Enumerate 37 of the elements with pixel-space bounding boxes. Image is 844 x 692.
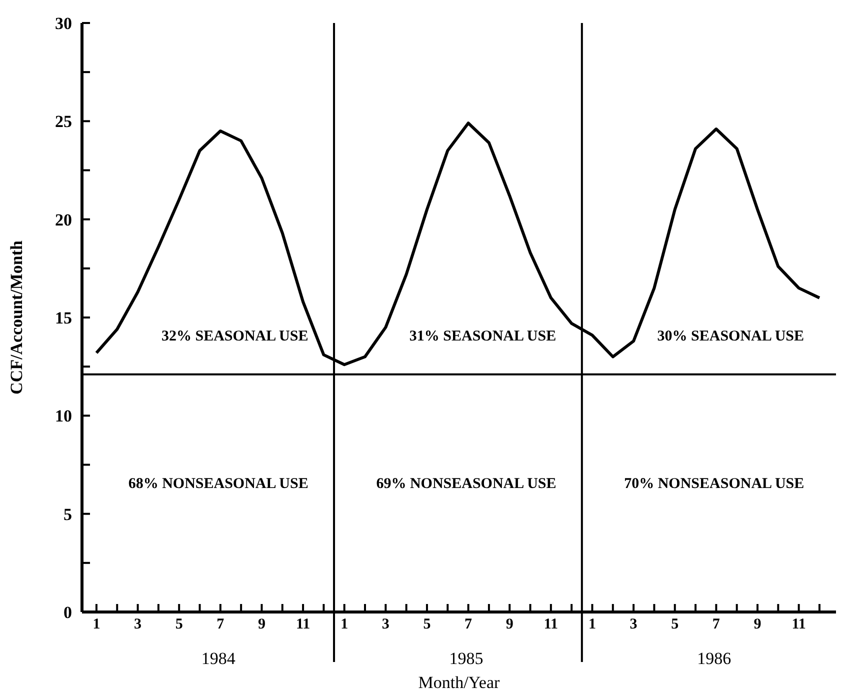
text: 1984 bbox=[201, 648, 236, 668]
x-tick-label: 1 bbox=[92, 616, 100, 633]
line-series bbox=[94, 122, 821, 366]
x-tick-label: 7 bbox=[712, 616, 720, 633]
x-tick-label: 1 bbox=[588, 616, 596, 633]
annotation: 30% SEASONAL USE bbox=[657, 328, 804, 345]
y-tick-label: 5 bbox=[64, 504, 72, 524]
x-tick-label: 7 bbox=[216, 616, 225, 633]
annotation: 70% NONSEASONAL USE bbox=[624, 476, 804, 492]
x-tick-label: 9 bbox=[258, 616, 266, 633]
y-axis-title: CCF/Account/Month bbox=[7, 240, 26, 394]
text: 1986 bbox=[697, 648, 732, 668]
x-tick-label: 9 bbox=[754, 616, 762, 633]
x-tick-label: 3 bbox=[382, 616, 390, 633]
x-tick-label: 3 bbox=[630, 616, 638, 633]
x-tick-label: 11 bbox=[544, 616, 558, 633]
y-tick-label: 15 bbox=[55, 308, 72, 328]
x-tick-label: 11 bbox=[296, 616, 310, 633]
y-tick-label: 10 bbox=[55, 406, 72, 426]
x-tick-label: 5 bbox=[671, 616, 679, 633]
x-tick-label: 3 bbox=[134, 616, 142, 633]
annotation: 32% SEASONAL USE bbox=[162, 328, 308, 345]
x-tick-label: 11 bbox=[792, 616, 806, 633]
y-tick-label: 30 bbox=[55, 14, 72, 34]
annotation: 68% NONSEASONAL USE bbox=[128, 476, 308, 492]
x-tick-label: 5 bbox=[175, 616, 183, 633]
y-tick-label: 0 bbox=[64, 603, 72, 622]
annotation: 69% NONSEASONAL USE bbox=[376, 476, 556, 492]
text: 1985 bbox=[449, 648, 484, 668]
x-tick-label: 9 bbox=[506, 616, 514, 633]
x-tick-label: 5 bbox=[423, 616, 431, 633]
x-tick-label: 7 bbox=[464, 616, 473, 633]
y-tick-label: 20 bbox=[55, 210, 72, 230]
x-axis-title: Month/Year bbox=[418, 673, 500, 692]
annotation: 31% SEASONAL USE bbox=[409, 328, 556, 345]
y-tick-label: 25 bbox=[55, 112, 72, 132]
x-tick-label: 1 bbox=[340, 616, 348, 633]
